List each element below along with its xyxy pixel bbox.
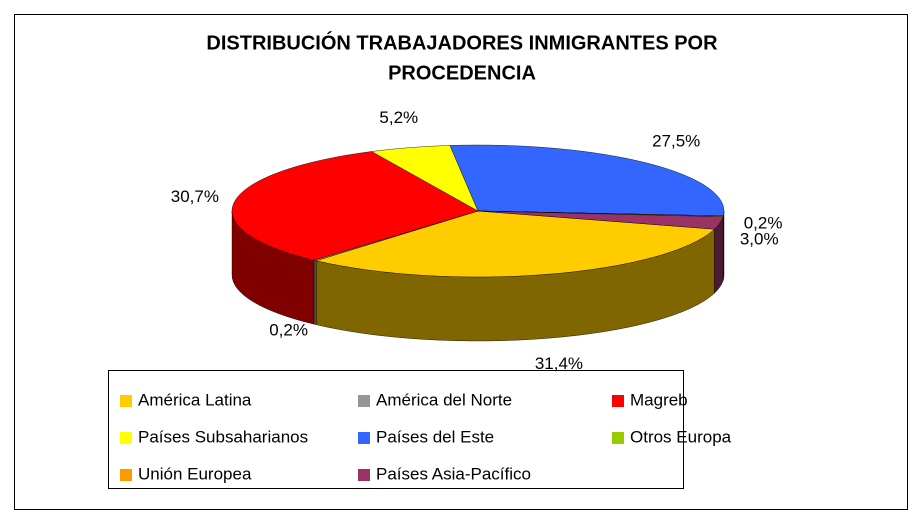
legend-label: América del Norte xyxy=(376,390,512,409)
slice xyxy=(315,210,715,278)
legend-swatch xyxy=(358,395,370,407)
data-label: 0,2% xyxy=(744,213,783,232)
legend-label: Países Asia-Pacífico xyxy=(376,464,531,483)
legend-swatch xyxy=(120,469,132,481)
legend-label: Países Subsaharianos xyxy=(138,427,308,446)
legend-swatch xyxy=(612,395,624,407)
legend-swatch xyxy=(120,395,132,407)
data-label: 27,5% xyxy=(652,131,700,150)
legend-swatch xyxy=(358,469,370,481)
slice xyxy=(477,210,724,230)
legend-label: Unión Europea xyxy=(138,464,252,483)
data-label: 5,2% xyxy=(379,108,418,127)
legend-label: Países del Este xyxy=(376,427,494,446)
legend-label: América Latina xyxy=(138,390,252,409)
chart-title-line-2: PROCEDENCIA xyxy=(388,62,536,84)
slice-side xyxy=(313,259,317,325)
data-label: 0,2% xyxy=(269,320,308,339)
slice xyxy=(449,144,725,217)
legend-label: Otros Europa xyxy=(630,427,732,446)
chart-title-line-1: DISTRIBUCIÓN TRABAJADORES INMIGRANTES PO… xyxy=(206,30,718,54)
legend-label: Magreb xyxy=(630,390,688,409)
data-label: 3,0% xyxy=(740,230,779,249)
data-label: 31,4% xyxy=(535,354,583,373)
legend-box xyxy=(108,370,684,489)
legend-swatch xyxy=(612,432,624,444)
legend-swatch xyxy=(120,432,132,444)
legend-swatch xyxy=(358,432,370,444)
data-label: 30,7% xyxy=(171,187,219,206)
slice xyxy=(231,151,479,261)
pie xyxy=(231,144,725,342)
